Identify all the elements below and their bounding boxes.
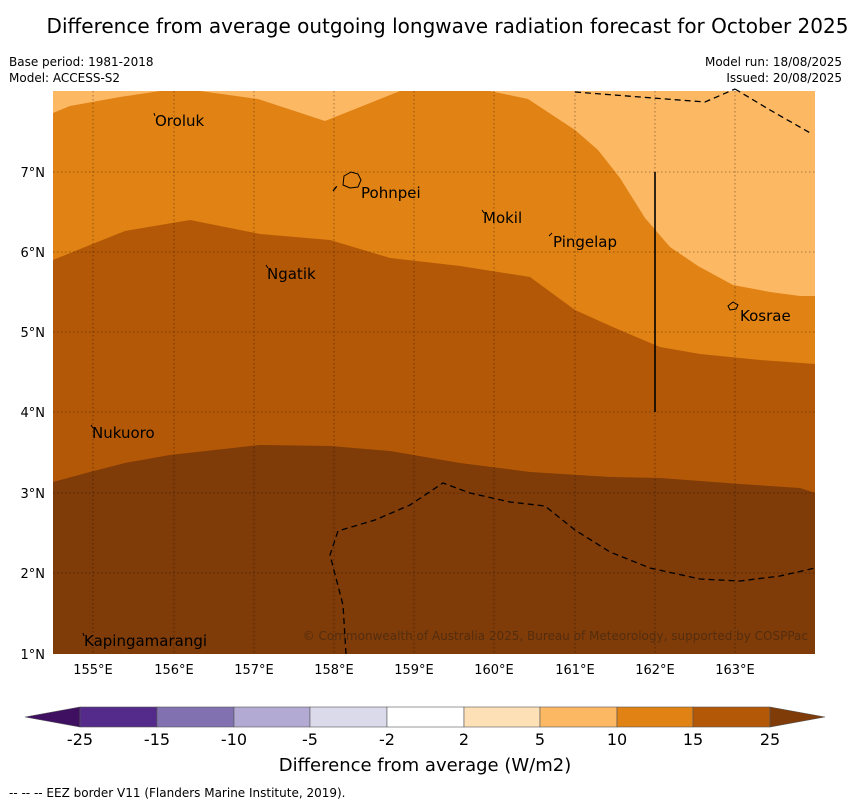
y-tick-label: 7°N — [21, 166, 46, 181]
colorbar-label: 5 — [535, 730, 545, 749]
pohnpei-island-icon — [342, 171, 362, 189]
colorbar-label: -2 — [379, 730, 395, 749]
ngatik-atoll-icon — [265, 264, 269, 269]
colorbar-label: 15 — [683, 730, 703, 749]
place-label: Ngatik — [267, 265, 316, 283]
colorbar-label: 2 — [459, 730, 469, 749]
x-tick-label: 159°E — [394, 663, 434, 678]
islands — [82, 112, 739, 637]
map-panel: Oroluk Pohnpei Mokil Pingelap Ngatik Kos… — [21, 88, 816, 678]
page-title: Difference from average outgoing longwav… — [46, 14, 849, 38]
x-tick-label: 161°E — [555, 663, 595, 678]
mokil-atoll-icon — [481, 209, 485, 214]
x-tick-label: 156°E — [154, 663, 194, 678]
model-name: Model: ACCESS-S2 — [9, 71, 121, 85]
place-label: Pohnpei — [361, 184, 421, 202]
eez-legend-footnote: -- -- -- EEZ border V11 (Flanders Marine… — [9, 786, 346, 800]
place-label: Nukuoro — [92, 424, 155, 442]
place-label: Kapingamarangi — [84, 632, 207, 650]
colorbar-label: -15 — [144, 730, 170, 749]
colorbar-segments — [24, 706, 826, 728]
place-label: Pingelap — [553, 233, 617, 251]
pingelap-atoll-icon — [548, 232, 553, 237]
colorbar-segment — [233, 706, 311, 728]
base-period: Base period: 1981-2018 — [9, 55, 154, 69]
nukuoro-atoll-icon — [90, 424, 94, 429]
colorbar-labels: -25 -15 -10 -5 -2 2 5 10 15 25 — [67, 730, 780, 749]
place-labels: Oroluk Pohnpei Mokil Pingelap Ngatik Kos… — [84, 112, 791, 650]
colorbar-segment — [616, 706, 694, 728]
issued-date: Issued: 20/08/2025 — [726, 71, 842, 85]
colorbar-segment — [692, 706, 771, 728]
x-tick-label: 160°E — [474, 663, 514, 678]
meta-right: Model run: 18/08/2025 Issued: 20/08/2025 — [705, 54, 842, 86]
x-tick-label: 162°E — [635, 663, 675, 678]
oroluk-atoll-icon — [153, 112, 156, 117]
band-5-10-center — [200, 91, 400, 121]
x-axis-labels: 155°E 156°E 157°E 158°E 159°E 160°E 161°… — [73, 663, 755, 678]
colorbar-segment — [386, 706, 465, 728]
band-5-10-west — [53, 91, 160, 113]
gridlines — [53, 91, 815, 654]
colorbar-extend-low — [24, 706, 81, 728]
x-tick-label: 157°E — [234, 663, 274, 678]
model-run: Model run: 18/08/2025 — [704, 55, 842, 69]
colorbar-extend-high — [769, 706, 826, 728]
place-label: Mokil — [483, 209, 522, 227]
anomaly-field — [53, 91, 815, 654]
place-label: Oroluk — [155, 112, 204, 130]
colorbar-label: -10 — [221, 730, 247, 749]
colorbar-segment — [539, 706, 618, 728]
y-tick-label: 1°N — [21, 648, 46, 663]
kapingamarangi-atoll-icon — [82, 632, 85, 637]
y-tick-label: 3°N — [21, 487, 46, 502]
y-tick-label: 2°N — [21, 567, 46, 582]
y-tick-label: 6°N — [21, 246, 46, 261]
y-tick-label: 4°N — [21, 406, 46, 421]
y-axis-labels: 7°N 6°N 5°N 4°N 3°N 2°N 1°N — [21, 166, 46, 663]
colorbar-segment — [79, 706, 158, 728]
colorbar-label: -25 — [67, 730, 93, 749]
colorbar-label: 10 — [607, 730, 627, 749]
colorbar-segment — [463, 706, 541, 728]
meta-left: Base period: 1981-2018 Model: ACCESS-S2 — [9, 54, 154, 86]
eez-border — [329, 88, 816, 655]
colorbar-title: Difference from average (W/m2) — [278, 755, 572, 776]
colorbar-segment — [156, 706, 235, 728]
x-tick-label: 158°E — [314, 663, 354, 678]
colorbar-segment — [309, 706, 388, 728]
kosrae-island-icon — [727, 301, 739, 311]
x-tick-label: 155°E — [73, 663, 113, 678]
place-label: Kosrae — [740, 307, 791, 325]
colorbar-label: -5 — [302, 730, 318, 749]
band-5-10-east — [490, 91, 815, 296]
y-tick-label: 5°N — [21, 326, 46, 341]
colorbar-label: 25 — [760, 730, 780, 749]
colorbar: -25 -15 -10 -5 -2 2 5 10 15 25 — [24, 706, 826, 749]
x-tick-label: 163°E — [715, 663, 755, 678]
copyright-watermark: © Commonwealth of Australia 2025, Bureau… — [303, 629, 808, 643]
